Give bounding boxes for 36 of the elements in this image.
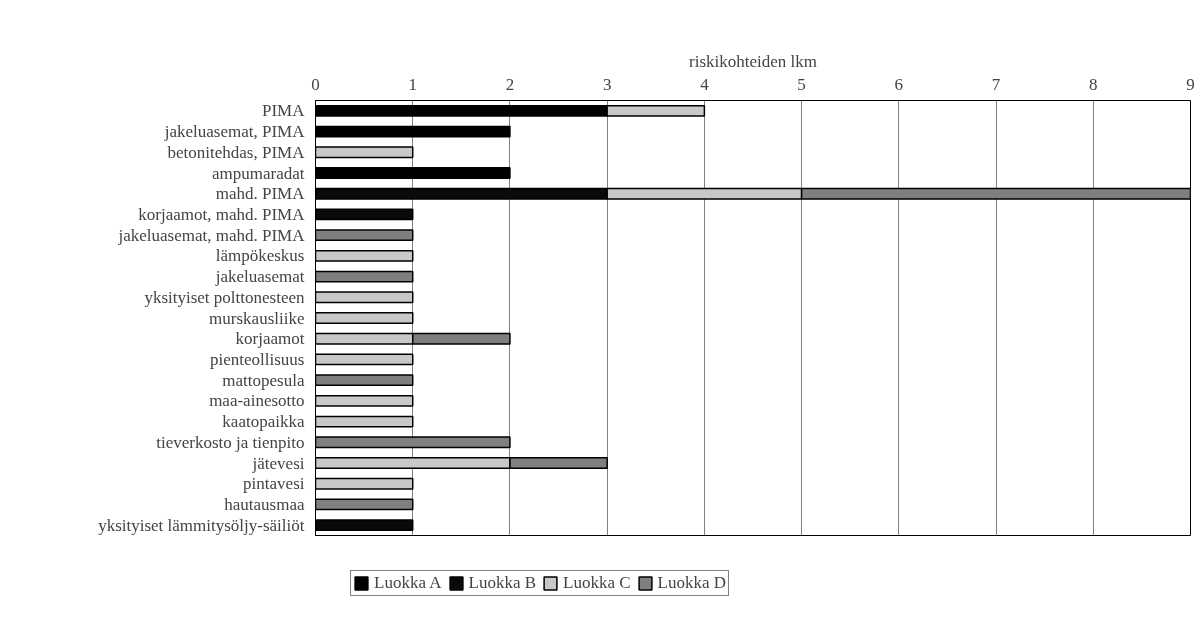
y-tick-label: yksityiset polttonesteen — [144, 287, 305, 307]
x-tick-label: 8 — [1089, 74, 1098, 94]
legend-label: Luokka D — [657, 573, 727, 593]
y-tick-label: kaatopaikka — [222, 412, 305, 432]
legend-label: Luokka B — [468, 573, 537, 593]
y-tick-label: yksityiset lämmitysöljy-säiliöt — [98, 515, 305, 535]
x-tick-label: 4 — [700, 74, 710, 94]
y-tick-label: mahd. PIMA — [215, 184, 306, 204]
y-tick-label: jakeluasemat, mahd. PIMA — [117, 225, 306, 245]
y-tick-label: mattopesula — [222, 370, 305, 390]
legend-label: Luokka A — [374, 573, 442, 593]
x-tick-label: 0 — [311, 74, 320, 94]
x-tick-label: 2 — [505, 74, 515, 94]
x-tick-label: 7 — [991, 74, 1001, 94]
x-tick-label: 5 — [797, 74, 806, 94]
x-tick-label: 9 — [1186, 74, 1195, 94]
y-tick-label: lämpökeskus — [215, 246, 305, 266]
y-tick-label: betonitehdas, PIMA — [167, 142, 306, 162]
y-tick-label: tieverkosto ja tienpito — [156, 432, 305, 452]
x-axis-title: riskikohteiden lkm — [689, 51, 817, 71]
x-tick-label: 1 — [408, 74, 417, 94]
y-tick-label: jakeluasemat, PIMA — [163, 122, 306, 142]
legend-label: Luokka C — [563, 573, 631, 593]
y-tick-label: PIMA — [261, 101, 306, 121]
y-tick-label: ampumaradat — [211, 163, 305, 183]
y-tick-label: pienteollisuus — [210, 349, 305, 369]
y-tick-label: korjaamot — [235, 329, 305, 349]
y-tick-label: jakeluasemat — [214, 267, 305, 287]
y-tick-label: murskausliike — [209, 308, 305, 328]
x-tick-label: 3 — [602, 74, 612, 94]
y-tick-label: pintavesi — [243, 474, 305, 494]
y-tick-label: jätevesi — [251, 453, 305, 473]
y-tick-label: hautausmaa — [224, 494, 305, 514]
y-tick-label: maa-ainesotto — [209, 391, 305, 411]
y-tick-label: korjaamot, mahd. PIMA — [138, 204, 306, 224]
x-tick-label: 6 — [894, 74, 904, 94]
